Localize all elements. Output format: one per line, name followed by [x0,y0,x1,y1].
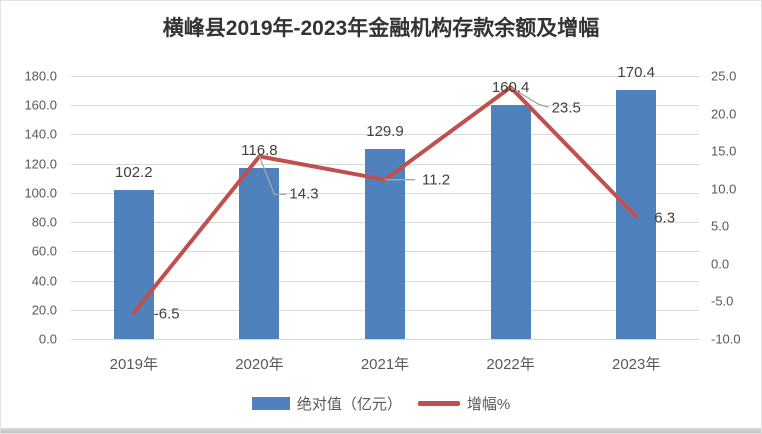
line-data-label: -6.5 [153,305,180,323]
legend-label-line: 增幅% [466,396,511,413]
y-axis-right-tick-label: 5.0 [711,218,730,234]
y-axis-right-tick-label: 25.0 [711,68,737,84]
gridline [71,339,699,340]
screenshot-bottom-shadow [1,428,761,433]
y-axis-left-tick-label: 0.0 [38,331,57,347]
y-axis-right-tick-label: 20.0 [711,106,737,122]
line-data-label: 23.5 [551,99,581,117]
bar-2023 [616,90,657,339]
bar-2019 [113,189,154,339]
legend: 绝对值（亿元） 增幅% [1,393,761,414]
x-axis-label: 2019年 [109,356,158,373]
chart-title: 横峰县2019年-2023年金融机构存款余额及增幅 [162,17,600,40]
bar-2020 [239,168,280,339]
bar-data-label: 102.2 [115,163,153,181]
y-axis-left-tick-label: 160.0 [24,97,57,113]
bar-data-label: 129.9 [366,123,404,141]
y-axis-left-tick-label: 20.0 [31,302,57,318]
legend-label-bar: 绝对值（亿元） [296,396,402,413]
bar-series-swatch-icon [251,397,290,410]
y-axis-left-tick-label: 180.0 [24,68,57,84]
y-axis-right-tick-label: -10.0 [711,331,741,347]
y-axis-right-tick-label: 10.0 [711,181,737,197]
gridline [71,76,699,77]
y-axis-left-tick-label: 120.0 [24,156,57,172]
line-data-label: 11.2 [422,171,451,189]
bar-2021 [365,149,405,339]
y-axis-left-tick-label: 40.0 [31,273,57,289]
bar-data-label: 170.4 [617,64,655,81]
x-axis-label: 2020年 [235,356,284,373]
legend-item-line: 增幅% [417,393,511,414]
bar-data-label: 160.4 [491,78,530,96]
y-axis-right-tick-label: 15.0 [711,143,737,159]
line-data-label: 6.3 [654,209,676,226]
line-data-label: 14.3 [289,185,319,203]
y-axis-left-tick-label: 100.0 [24,185,57,201]
y-axis-left-tick-label: 80.0 [31,214,57,230]
x-axis-label: 2023年 [612,356,661,373]
x-axis-label: 2022年 [486,356,535,373]
y-axis-right-tick-label: -5.0 [711,293,734,309]
bar-2022 [490,104,531,339]
y-axis-left-tick-label: 140.0 [24,126,57,142]
x-axis-label: 2021年 [360,356,410,373]
line-series-swatch-icon [417,401,460,406]
gridline [71,105,699,107]
bar-data-label: 116.8 [241,142,278,160]
y-axis-left-tick-label: 60.0 [31,243,57,259]
legend-item-bar: 绝对值（亿元） [251,393,402,414]
y-axis-right-tick-label: 0.0 [711,256,730,272]
